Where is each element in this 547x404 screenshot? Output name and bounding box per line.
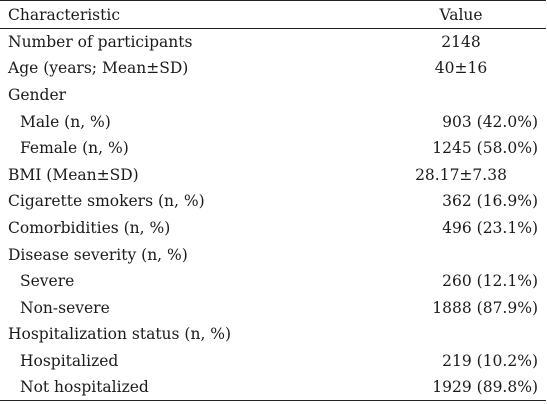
row-value: 1245 (58.0%) — [432, 139, 538, 158]
row-label: Cigarette smokers (n, %) — [8, 192, 205, 211]
row-label: Hospitalized — [20, 351, 119, 370]
row-label: Number of participants — [8, 33, 193, 52]
row-value: 1888 (87.9%) — [432, 298, 538, 317]
row-value: 1929 (89.8%) — [432, 378, 538, 397]
header-row: Characteristic Value — [0, 0, 546, 29]
row-value — [376, 321, 546, 348]
row-value: 362 (16.9%) — [442, 192, 538, 211]
row-value — [376, 241, 546, 268]
table-header: Characteristic Value — [0, 0, 546, 29]
row-value: 219 (10.2%) — [442, 351, 538, 370]
table-row: Female (n, %) 1245 (58.0%) — [0, 135, 546, 162]
table-row: Disease severity (n, %) — [0, 241, 546, 268]
table-row: Male (n, %) 903 (42.0%) — [0, 108, 546, 135]
row-value — [376, 82, 546, 109]
row-label: Severe — [20, 272, 75, 291]
row-label: Female (n, %) — [20, 139, 129, 158]
row-label: Non-severe — [20, 298, 110, 317]
table-row: Hospitalization status (n, %) — [0, 321, 546, 348]
header-value: Value — [439, 6, 483, 24]
table-row: BMI (Mean±SD) 28.17±7.38 — [0, 161, 546, 188]
table-row: Cigarette smokers (n, %) 362 (16.9%) — [0, 188, 546, 215]
table-row: Severe 260 (12.1%) — [0, 268, 546, 295]
table-row: Comorbidities (n, %) 496 (23.1%) — [0, 215, 546, 242]
table-row: Age (years; Mean±SD) 40±16 — [0, 55, 546, 82]
row-label: BMI (Mean±SD) — [8, 165, 139, 184]
row-label: Hospitalization status (n, %) — [8, 325, 232, 344]
table-row: Number of participants 2148 — [0, 29, 546, 56]
table-row: Non-severe 1888 (87.9%) — [0, 294, 546, 321]
table-body: Number of participants 2148 Age (years; … — [0, 29, 546, 401]
header-characteristic: Characteristic — [8, 6, 121, 24]
row-value: 496 (23.1%) — [442, 218, 538, 237]
row-label: Age (years; Mean±SD) — [8, 59, 189, 78]
row-label: Male (n, %) — [20, 112, 111, 131]
table-row: Not hospitalized 1929 (89.8%) — [0, 374, 546, 401]
table-row: Gender — [0, 82, 546, 109]
row-value: 2148 — [441, 33, 481, 52]
row-value: 903 (42.0%) — [442, 112, 538, 131]
row-value: 28.17±7.38 — [415, 165, 507, 184]
row-value: 40±16 — [434, 59, 488, 78]
row-label: Disease severity (n, %) — [8, 245, 188, 264]
row-value: 260 (12.1%) — [442, 272, 538, 291]
row-label: Comorbidities (n, %) — [8, 218, 171, 237]
row-label: Gender — [8, 85, 67, 104]
table-row: Hospitalized 219 (10.2%) — [0, 348, 546, 375]
row-label: Not hospitalized — [20, 378, 149, 397]
